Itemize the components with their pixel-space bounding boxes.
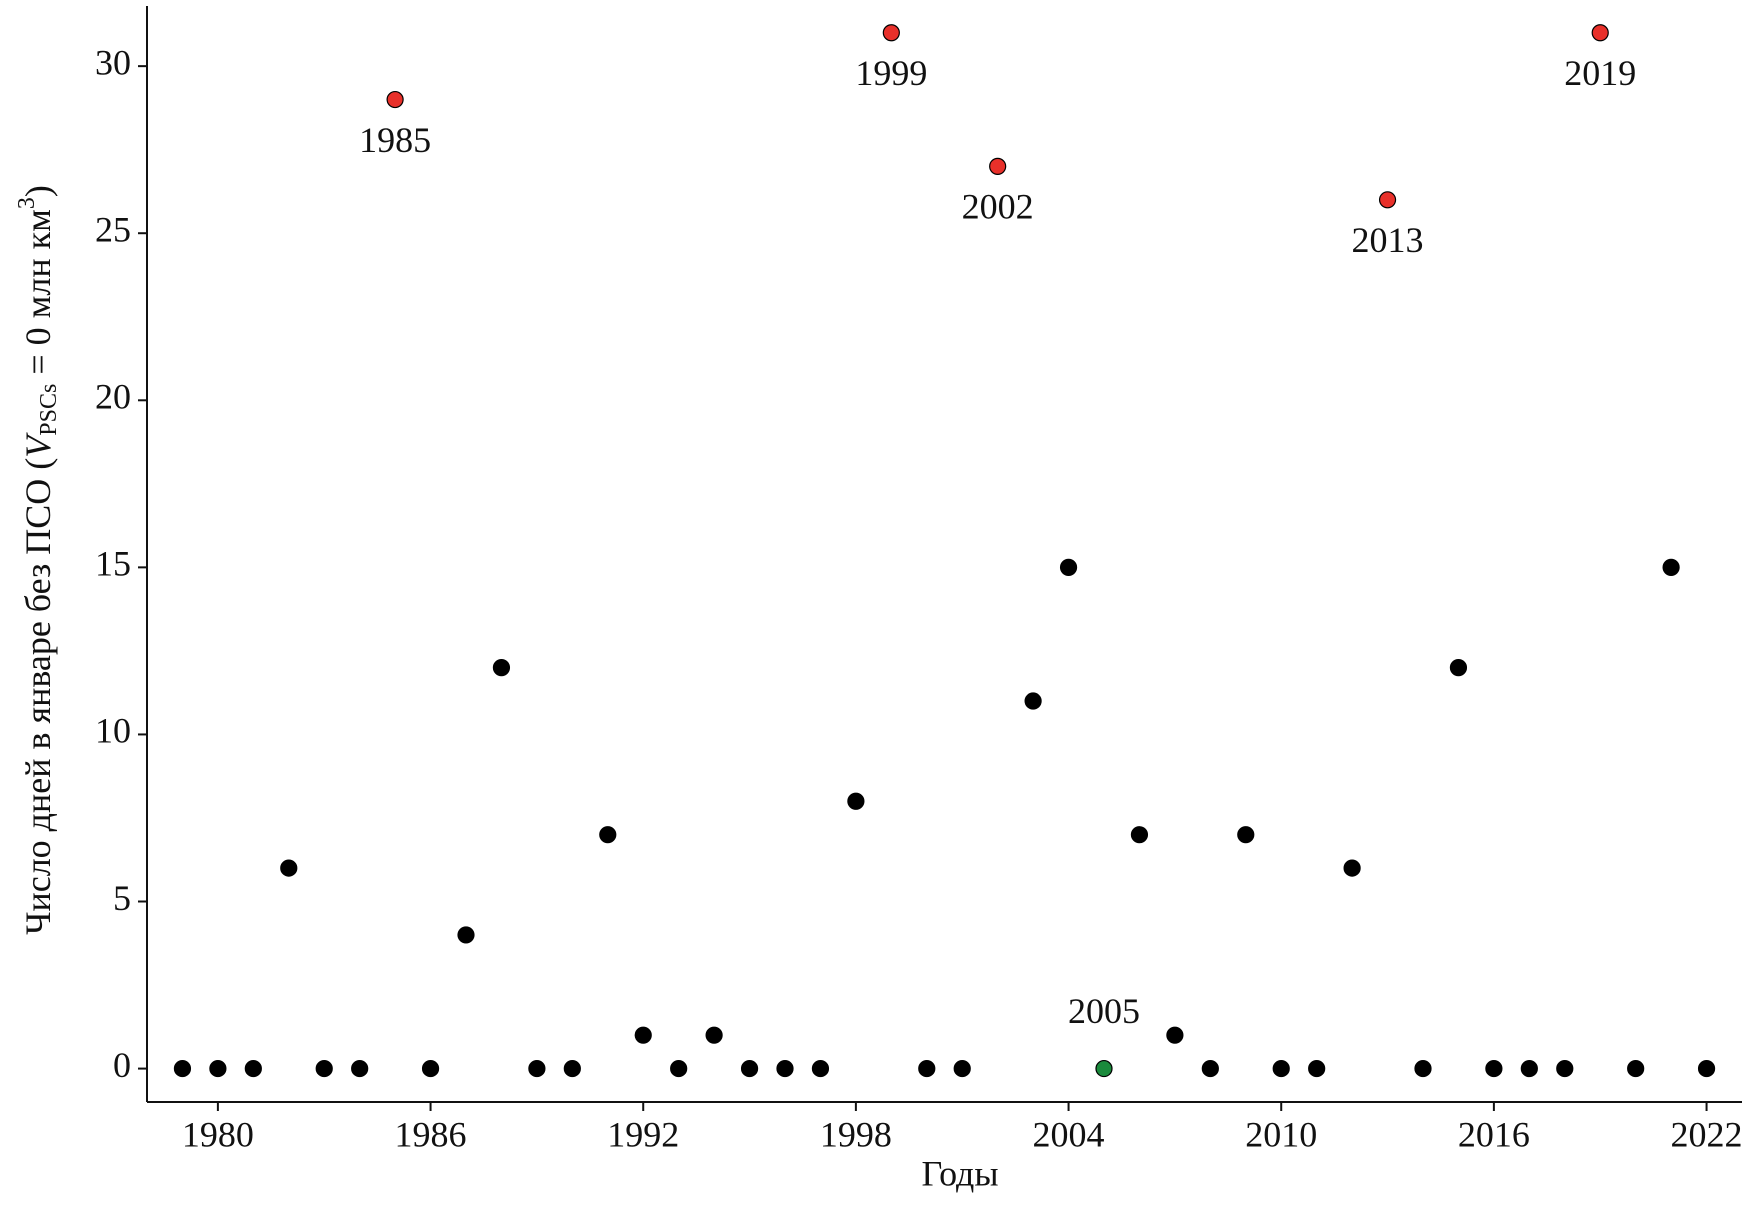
- point: [1520, 1059, 1538, 1078]
- point: [1059, 558, 1078, 576]
- point-label: 2005: [1068, 991, 1140, 1031]
- point: [1697, 1059, 1716, 1078]
- point: [1662, 558, 1680, 576]
- point: [1237, 826, 1255, 844]
- x-tick-label: 1998: [820, 1114, 892, 1154]
- x-tick-label: 2016: [1458, 1114, 1530, 1154]
- point: [953, 1059, 971, 1078]
- y-tick-label: 25: [95, 209, 131, 249]
- point: [705, 1026, 723, 1044]
- point: [244, 1059, 262, 1078]
- point: [1095, 1059, 1113, 1078]
- y-axis-label: Число дней в январе без ПСО (VPSCs = 0 м…: [14, 185, 62, 935]
- point-label: 2002: [962, 187, 1034, 227]
- x-tick-label: 2022: [1671, 1114, 1743, 1154]
- point: [1308, 1059, 1326, 1078]
- y-tick-label: 0: [113, 1045, 131, 1085]
- x-tick-label: 2010: [1245, 1114, 1317, 1154]
- point: [492, 659, 511, 677]
- point: [386, 90, 404, 109]
- y-tick-label: 5: [113, 878, 131, 918]
- point: [882, 24, 900, 42]
- y-tick-label: 20: [95, 377, 131, 417]
- point: [421, 1059, 440, 1078]
- point: [173, 1059, 192, 1078]
- point: [1343, 859, 1361, 877]
- point: [599, 826, 617, 844]
- y-tick-label: 30: [95, 42, 131, 82]
- point-label: 2013: [1352, 220, 1424, 260]
- point: [670, 1059, 688, 1078]
- point: [1627, 1059, 1645, 1078]
- point: [1024, 692, 1042, 710]
- point: [1591, 24, 1609, 42]
- point: [1130, 826, 1149, 844]
- x-tick-label: 2004: [1033, 1114, 1105, 1154]
- point: [280, 859, 298, 877]
- point: [528, 1059, 546, 1078]
- point: [563, 1059, 581, 1078]
- point-label: 1985: [359, 120, 431, 160]
- point: [1201, 1059, 1219, 1078]
- point: [351, 1059, 369, 1078]
- point: [1378, 191, 1397, 209]
- point: [740, 1059, 759, 1078]
- x-tick-label: 1980: [182, 1114, 254, 1154]
- point: [776, 1059, 794, 1078]
- point: [634, 1026, 652, 1044]
- x-tick-label: 1992: [607, 1114, 679, 1154]
- point: [1414, 1059, 1432, 1078]
- point: [457, 926, 475, 944]
- point-label: 2019: [1564, 53, 1636, 93]
- point: [847, 792, 865, 810]
- point: [989, 157, 1007, 175]
- point-label: 1999: [855, 53, 927, 93]
- x-axis-label: Годы: [921, 1153, 998, 1193]
- y-tick-label: 10: [95, 711, 131, 751]
- point: [1485, 1059, 1503, 1078]
- point: [1166, 1026, 1184, 1044]
- point: [315, 1059, 333, 1078]
- x-tick-label: 1986: [395, 1114, 467, 1154]
- point: [918, 1059, 936, 1078]
- point: [1272, 1059, 1290, 1078]
- point: [209, 1059, 227, 1078]
- point: [1556, 1059, 1574, 1078]
- y-tick-label: 15: [95, 544, 131, 584]
- point: [1449, 659, 1468, 677]
- point: [811, 1059, 830, 1078]
